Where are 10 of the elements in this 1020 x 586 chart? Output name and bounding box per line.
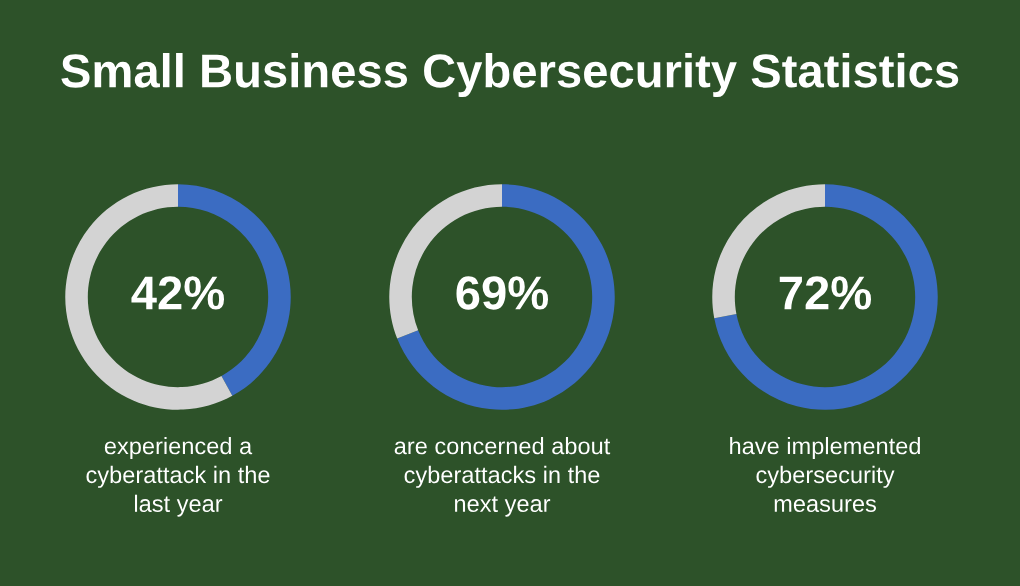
text: are concerned about cyberattacks in the next year [394,437,611,517]
data-label: 72% [779,276,872,310]
donut-slice [65,184,233,410]
text: experienced a cyberattack in the last year [86,437,270,517]
text: have implemented cybersecurity measures [730,437,920,513]
donut-slice [714,184,938,410]
donut-slice [397,184,615,410]
data-label: 69% [456,276,549,310]
text: Small Business Cybersecurity Statistics [61,52,959,98]
data-label: 42% [131,276,225,310]
